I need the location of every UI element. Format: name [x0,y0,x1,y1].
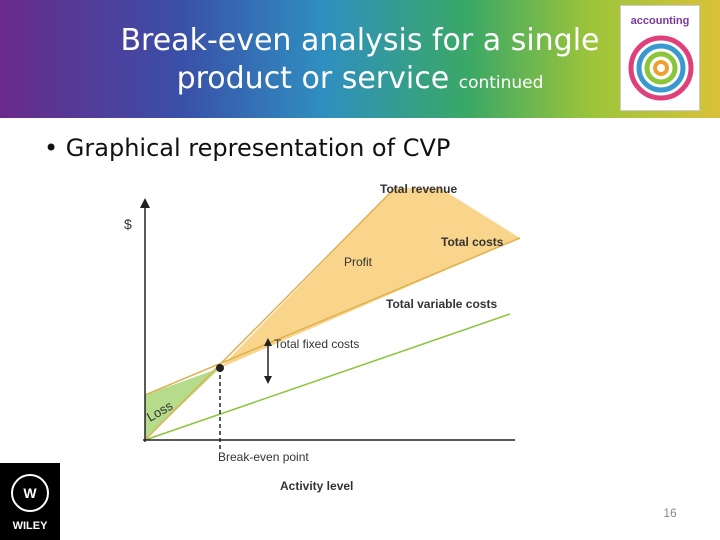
book-art: accounting [628,15,694,101]
title-text: Break-even analysis for a single product… [120,23,600,96]
variable-cost-line [144,313,511,441]
x-axis-label: Activity level [280,479,353,493]
label: Profit [344,255,373,269]
y-arrow [140,198,150,208]
profit-area [220,188,520,368]
page-number: 16 [663,506,677,520]
book-cover: accounting [620,5,700,111]
wiley-logo: W WILEY [0,463,60,540]
book-title: accounting [631,15,690,27]
title: Break-even analysis for a single product… [85,22,635,102]
label: Total costs [441,235,504,249]
break-even-dot [216,364,224,372]
revenue-line [144,187,396,441]
svg-text:W: W [23,485,37,501]
label: Total fixed costs [274,337,359,351]
header-bar [0,0,720,118]
label: Break-even point [218,450,309,464]
logo-text: WILEY [13,520,48,532]
arrow-head [264,338,272,346]
bullet-text: Graphical representation of CVP [65,134,451,162]
label: Total revenue [380,182,457,196]
total-cost-line [144,237,521,396]
y-axis-label: $ [124,216,132,232]
bullet: • Graphical representation of CVP [44,134,451,162]
label: Total variable costs [386,297,497,311]
title-suffix: continued [458,73,544,93]
arrow-head [264,376,272,384]
logo-art: W WILEY [11,474,49,532]
